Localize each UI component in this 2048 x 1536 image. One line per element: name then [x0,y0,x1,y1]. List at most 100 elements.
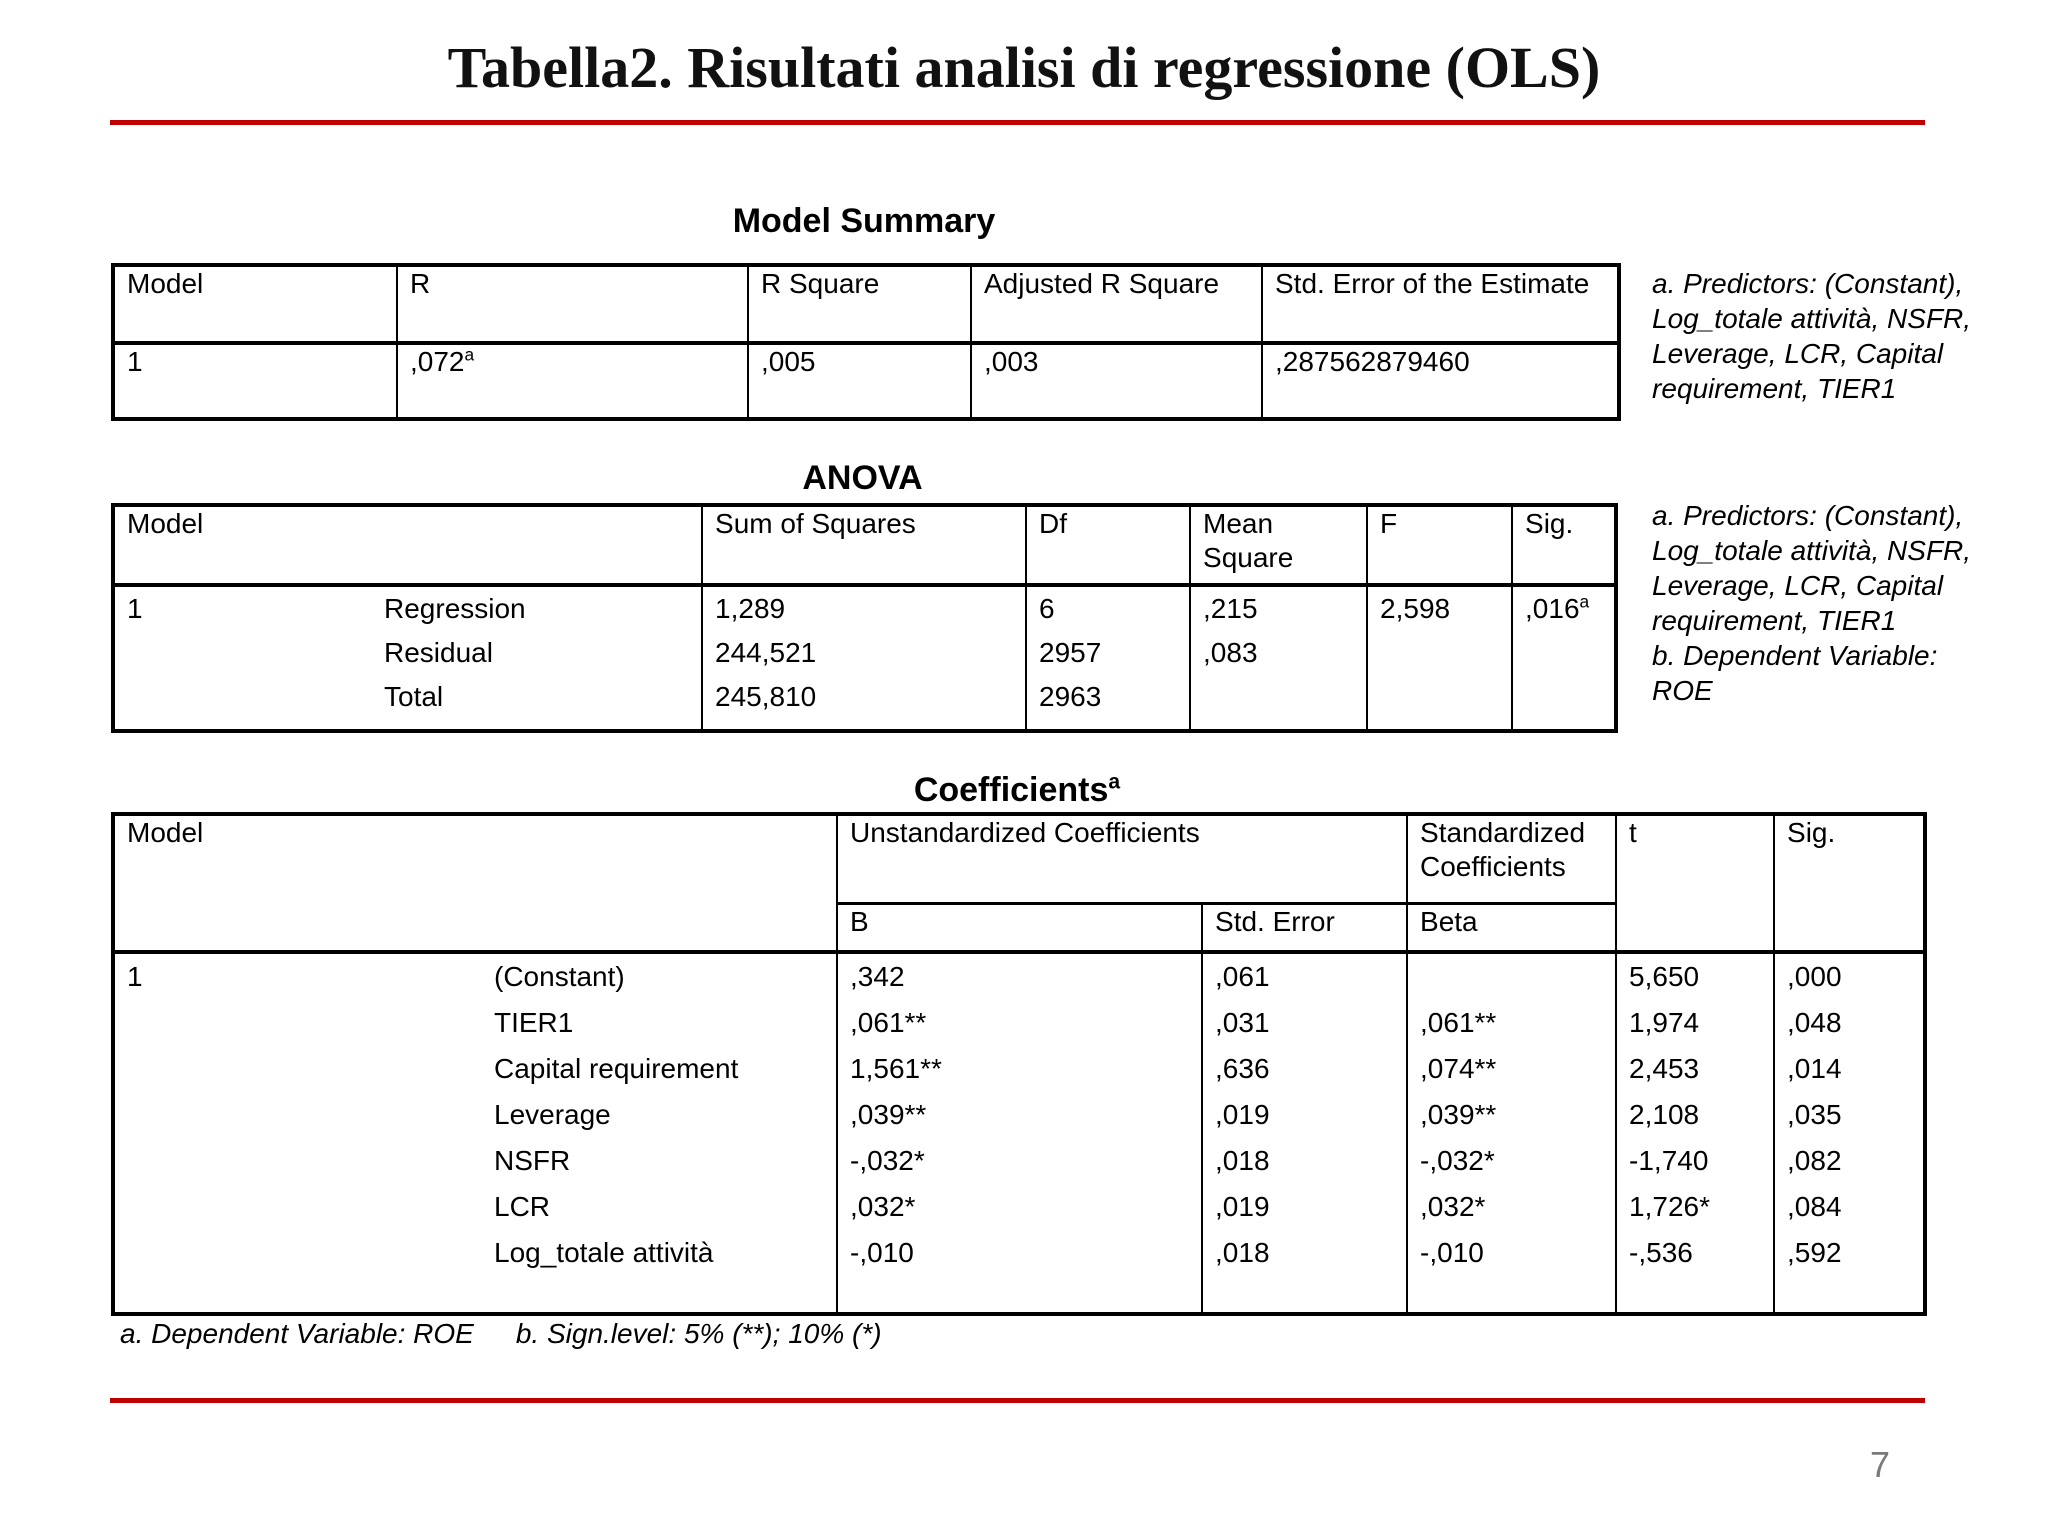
cell-b: ,032* [836,1184,1203,1230]
column-header-r-square: R Square [747,265,971,345]
footnote-b: b. Sign.level: 5% (**); 10% (*) [515,1318,882,1349]
column-header-sum-of-squares: Sum of Squares [701,505,1027,587]
column-header-r: R [396,265,748,345]
cell-sig [1511,631,1617,675]
page-number: 7 [1869,1444,1891,1485]
column-header-model: Model [113,505,703,587]
cell-sig: ,082 [1773,1138,1926,1184]
cell-std-error: ,019 [1201,1184,1408,1230]
note-line: a. Predictors: (Constant), [1652,500,1964,531]
column-header-std-error: Std. Error of the Estimate [1261,265,1619,345]
cell-label: Residual [384,637,493,668]
note-line: b. Dependent Variable: [1652,640,1938,671]
column-header-mean-square: Mean Square [1189,505,1368,587]
cell-label: Capital requirement [494,1053,739,1084]
column-header-sig: Sig. [1773,814,1926,954]
cell-std-error: ,019 [1201,1092,1408,1138]
note-line: Leverage, LCR, Capital [1652,570,1944,601]
note-line: ROE [1652,675,1713,706]
cell-model [113,1184,482,1230]
footer-rule [110,1398,1925,1403]
cell-sig: ,592 [1773,1230,1926,1276]
cell-sig [1511,675,1617,731]
cell-model [113,1046,482,1092]
column-header-t: t [1615,814,1775,954]
cell-beta: -,010 [1406,1230,1617,1276]
cell-beta: ,074** [1406,1046,1617,1092]
model-summary-notes: a. Predictors: (Constant), Log_totale at… [1652,266,2048,406]
anova-notes: a. Predictors: (Constant), Log_totale at… [1652,498,2048,708]
column-header-sig: Sig. [1511,505,1617,587]
cell-label: Total [384,681,444,712]
cell-sig: ,035 [1773,1092,1926,1138]
note-line: requirement, TIER1 [1652,373,1897,404]
cell-std-error: ,636 [1201,1046,1408,1092]
cell-f [1366,675,1513,731]
cell-label: NSFR [494,1145,571,1176]
cell-f [1366,631,1513,675]
cell-model [113,1230,482,1276]
anova-heading: ANOVA [802,459,923,497]
coefficients-table: Model Unstandardized Coefficients Standa… [111,812,1928,1316]
cell-model: 1 [127,346,143,377]
cell-std-error: ,287562879460 [1261,343,1619,419]
cell-b: ,342 [836,952,1203,1000]
cell-label: (Constant) [494,961,625,992]
coefficients-heading: Coefficientsa [913,770,1121,809]
anova-header-row: Model Sum of Squares Df Mean Square F Si… [113,505,1617,587]
cell-sig: ,014 [1773,1046,1926,1092]
cell-sig: ,048 [1773,1000,1926,1046]
cell-t: -1,740 [1615,1138,1775,1184]
coefficients-row-log-totale-attivita: Log_totale attività -,010 ,018 -,010 -,5… [113,1230,1926,1276]
cell-t: 2,108 [1615,1092,1775,1138]
cell-model: 1 [127,961,143,992]
cell-label: Log_totale attività [494,1237,714,1268]
column-header-beta: Beta [1406,903,1617,954]
model-summary-header-row: Model R R Square Adjusted R Square Std. … [113,265,1619,345]
title-underline [110,120,1925,125]
cell-b: 1,561** [836,1046,1203,1092]
coefficients-row-tier1: TIER1 ,061** ,031 ,061** 1,974 ,048 [113,1000,1926,1046]
cell-model [113,631,372,675]
cell-b: -,010 [836,1230,1203,1276]
column-header-df: Df [1025,505,1191,587]
anova-row-residual: Residual 244,521 2957 ,083 [113,631,1617,675]
column-header-std-error: Std. Error [1201,903,1408,954]
note-line: Log_totale attività, NSFR, [1652,535,1972,566]
cell-sum-of-squares: 1,289 [701,585,1027,631]
coefficients-row-leverage: Leverage ,039** ,019 ,039** 2,108 ,035 [113,1092,1926,1138]
cell-t: 5,650 [1615,952,1775,1000]
model-summary-data-row: 1 ,072a ,005 ,003 ,287562879460 [113,343,1619,419]
anova-row-regression: 1 Regression 1,289 6 ,215 2,598 ,016a [113,585,1617,631]
model-summary-table: Model R R Square Adjusted R Square Std. … [111,263,1621,421]
cell-sig: ,000 [1773,952,1926,1000]
cell-sig: ,084 [1773,1184,1926,1230]
coefficients-row-nsfr: NSFR -,032* ,018 -,032* -1,740 ,082 [113,1138,1926,1184]
cell-beta: -,032* [1406,1138,1617,1184]
cell-df: 2963 [1025,675,1191,731]
coefficients-footnote: a. Dependent Variable: ROE b. Sign.level:… [120,1318,882,1350]
cell-t: -,536 [1615,1230,1775,1276]
cell-std-error: ,018 [1201,1230,1408,1276]
cell-label: TIER1 [494,1007,574,1038]
cell-df: 6 [1025,585,1191,631]
coefficients-row-constant: 1 (Constant) ,342 ,061 5,650 ,000 [113,952,1926,1000]
cell-mean-square [1189,675,1368,731]
anova-row-total: Total 245,810 2963 [113,675,1617,731]
cell-beta: ,039** [1406,1092,1617,1138]
page-title: Tabella2. Risultati analisi di regressio… [447,35,1601,100]
cell-model [113,1138,482,1184]
cell-adjusted-r-square: ,003 [970,343,1262,419]
group-header-standardized: Standardized Coefficients [1406,814,1617,905]
coefficients-row-lcr: LCR ,032* ,019 ,032* 1,726* ,084 [113,1184,1926,1230]
cell-r: ,072a [396,343,748,419]
footnote-a: a. Dependent Variable: ROE [120,1318,474,1349]
anova-table: Model Sum of Squares Df Mean Square F Si… [111,503,1619,733]
cell-std-error: ,061 [1201,952,1408,1000]
cell-b: ,039** [836,1092,1203,1138]
column-header-b: B [836,903,1203,954]
model-summary-heading: Model Summary [732,202,996,240]
cell-model: 1 [127,593,143,624]
column-header-f: F [1366,505,1513,587]
